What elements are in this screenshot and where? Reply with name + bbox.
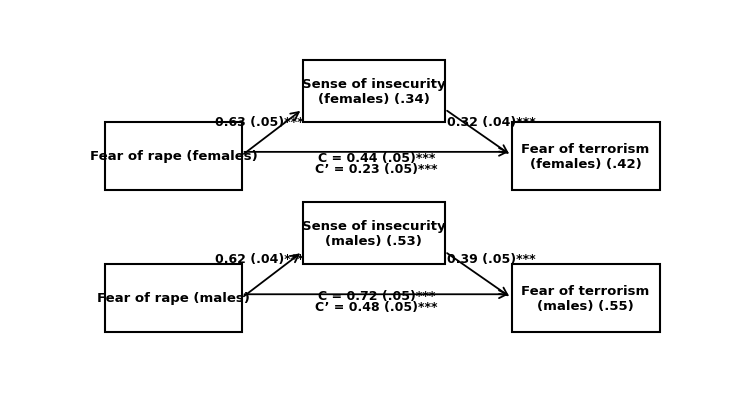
Text: Fear of rape (males): Fear of rape (males) bbox=[97, 292, 250, 305]
Text: C’ = 0.23 (.05)***: C’ = 0.23 (.05)*** bbox=[315, 163, 437, 176]
FancyBboxPatch shape bbox=[105, 264, 242, 332]
FancyBboxPatch shape bbox=[303, 61, 445, 122]
Text: 0.63 (.05)***: 0.63 (.05)*** bbox=[215, 115, 303, 128]
Text: C’ = 0.48 (.05)***: C’ = 0.48 (.05)*** bbox=[315, 300, 437, 313]
Text: C = 0.72 (.05)***: C = 0.72 (.05)*** bbox=[318, 289, 435, 302]
Text: Sense of insecurity
(females) (.34): Sense of insecurity (females) (.34) bbox=[302, 77, 446, 105]
Text: 0.39 (.05)***: 0.39 (.05)*** bbox=[447, 253, 536, 266]
Text: Sense of insecurity
(males) (.53): Sense of insecurity (males) (.53) bbox=[302, 219, 446, 247]
FancyBboxPatch shape bbox=[512, 264, 660, 332]
Text: Fear of rape (females): Fear of rape (females) bbox=[90, 150, 258, 163]
Text: C = 0.44 (.05)***: C = 0.44 (.05)*** bbox=[318, 151, 435, 164]
Text: Fear of terrorism
(males) (.55): Fear of terrorism (males) (.55) bbox=[521, 284, 649, 312]
Text: 0.62 (.04)***: 0.62 (.04)*** bbox=[215, 253, 303, 266]
FancyBboxPatch shape bbox=[512, 122, 660, 190]
FancyBboxPatch shape bbox=[303, 203, 445, 264]
FancyBboxPatch shape bbox=[105, 122, 242, 190]
Text: Fear of terrorism
(females) (.42): Fear of terrorism (females) (.42) bbox=[521, 142, 649, 170]
Text: 0.32 (.04)***: 0.32 (.04)*** bbox=[447, 115, 536, 128]
